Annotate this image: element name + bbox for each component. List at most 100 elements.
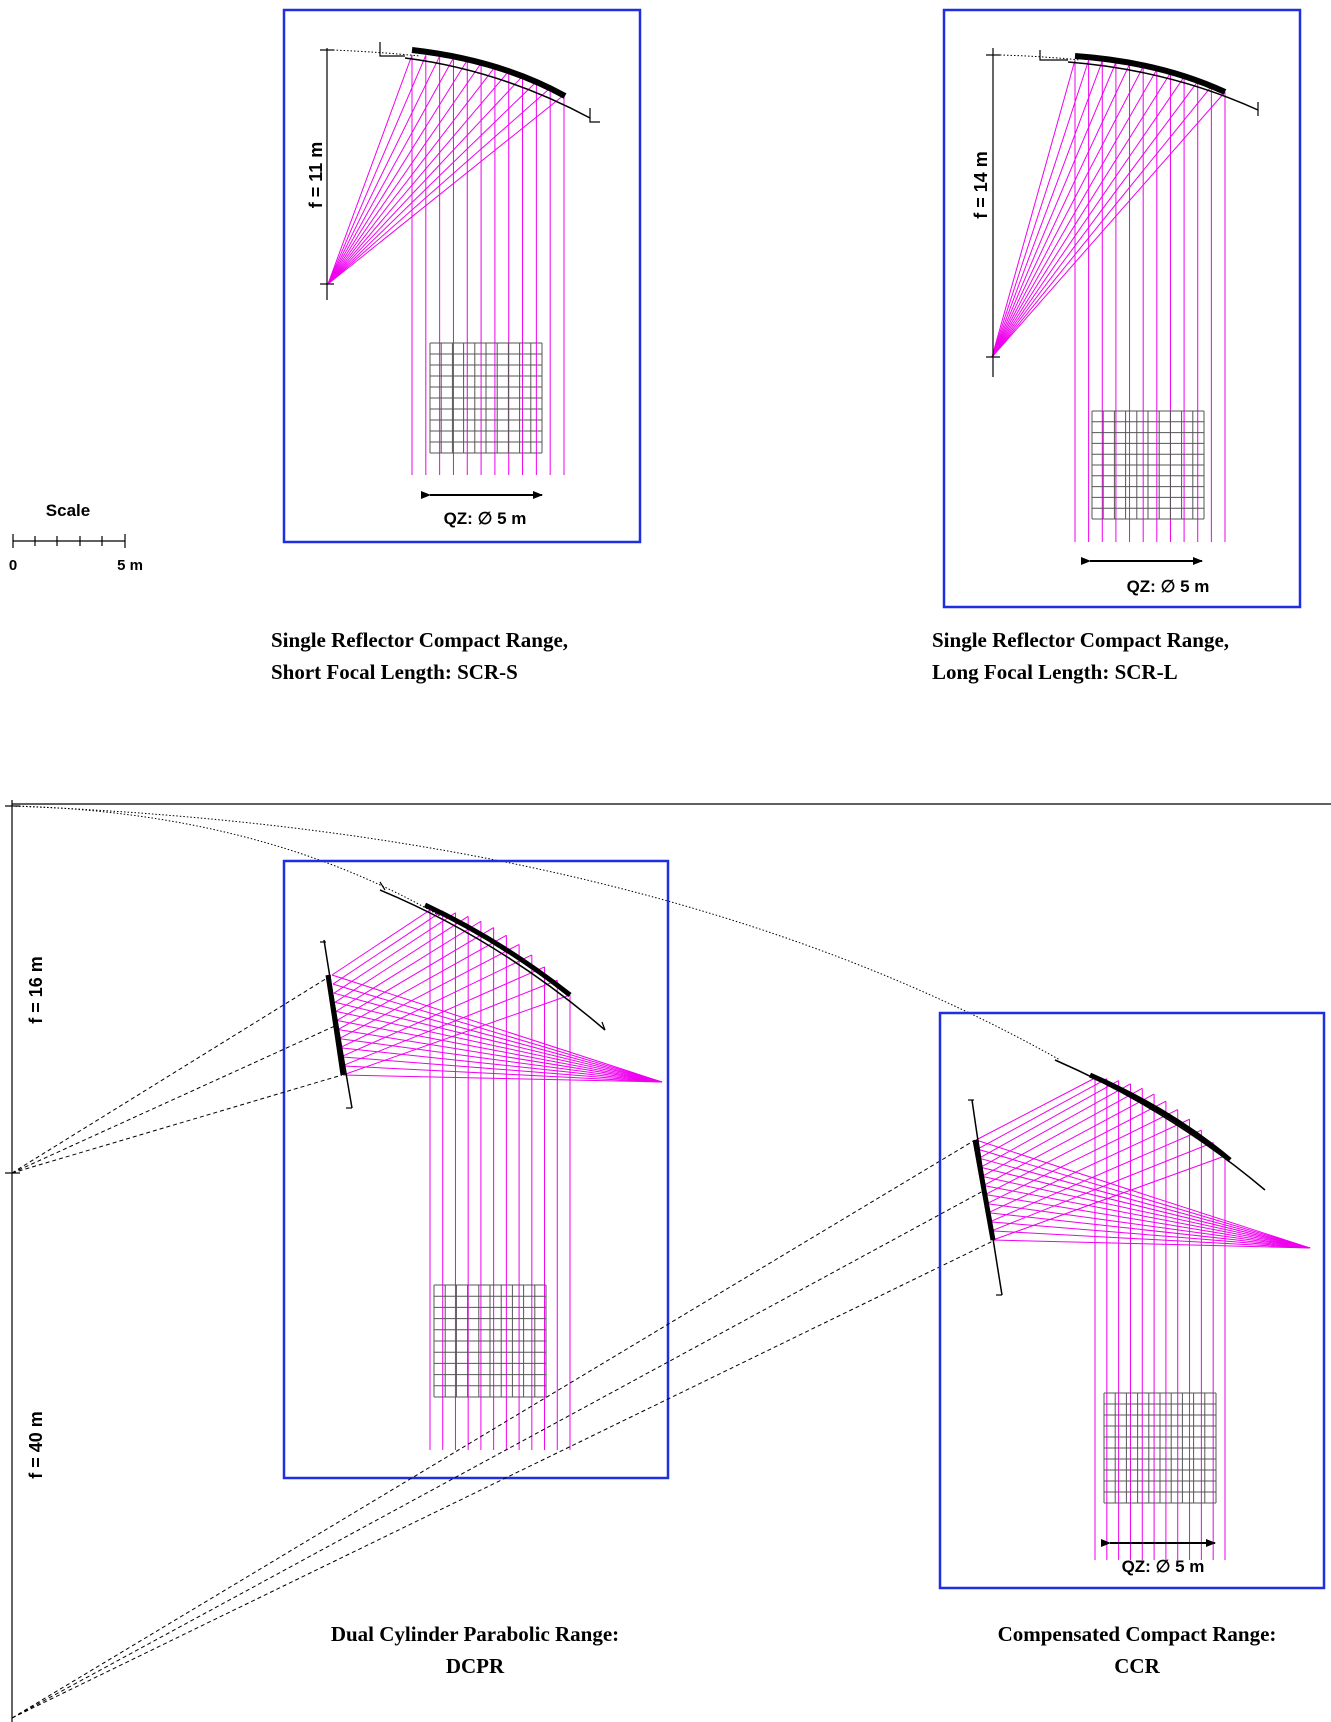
ray-line — [334, 915, 469, 1003]
ray-line — [336, 927, 494, 1021]
scr-s-panel: QZ: ∅ 5 m f = 11 m — [282, 8, 642, 544]
ray-line — [342, 1074, 663, 1083]
ray-line — [983, 1184, 1311, 1249]
ccr-rays — [975, 1077, 1311, 1560]
dcpr-focal-label: f = 16 m — [26, 956, 46, 1024]
dcpr-rays — [331, 909, 663, 1450]
ray-line — [327, 55, 427, 285]
ray-line — [978, 1157, 1311, 1249]
scr-l-panel: QZ: ∅ 5 m f = 14 m — [942, 8, 1302, 609]
ray-line — [331, 909, 431, 976]
ray-line — [981, 1087, 1143, 1177]
ray-line — [332, 910, 444, 985]
ccr-frame — [938, 1011, 1326, 1590]
ray-line — [985, 1194, 1311, 1249]
ray-line — [341, 1065, 663, 1083]
scr-l-caption-line1: Single Reflector Compact Range, — [932, 628, 1229, 652]
dcpr-caption-line1: Dual Cylinder Parabolic Range: — [331, 1622, 619, 1646]
ray-line — [977, 1078, 1108, 1150]
ray-line — [980, 1083, 1131, 1168]
ray-line — [338, 943, 520, 1040]
ray-line — [327, 75, 523, 285]
ray-line — [991, 66, 1144, 358]
dcpr-caption-line2: DCPR — [446, 1654, 505, 1678]
ray-line — [991, 60, 1090, 358]
ray-line — [991, 64, 1130, 358]
ray-line — [988, 1118, 1190, 1214]
scr-s-reflector — [411, 47, 567, 99]
ccr-subreflector — [972, 1139, 996, 1241]
ray-line — [333, 912, 456, 994]
ray-line — [335, 920, 482, 1012]
ccr-qz-label: QZ: ∅ 5 m — [1122, 1557, 1205, 1576]
ray-line — [327, 56, 441, 285]
lower-axes: f = 16 m f = 40 m — [5, 800, 1331, 1722]
scr-s-caption-line1: Single Reflector Compact Range, — [271, 628, 568, 652]
ray-line — [992, 1155, 1226, 1241]
ray-line — [991, 91, 1226, 358]
ray-line — [327, 66, 496, 285]
scale-five-label: 5 m — [117, 557, 143, 574]
ray-line — [334, 1001, 663, 1083]
scr-l-reflector — [1074, 53, 1227, 95]
scr-s-frame — [282, 8, 642, 544]
ray-line — [341, 979, 558, 1067]
ccr-panel: QZ: ∅ 5 m — [938, 1011, 1326, 1590]
dcpr-quiet-zone — [433, 1284, 547, 1398]
ray-line — [337, 934, 507, 1030]
dcpr-panel — [11, 859, 996, 1719]
ray-line — [991, 72, 1171, 358]
ray-line — [339, 1047, 663, 1083]
ray-line — [340, 1056, 663, 1083]
ray-line — [333, 992, 663, 1083]
ray-line — [327, 94, 565, 285]
ray-line — [327, 60, 468, 285]
ray-line — [983, 1093, 1155, 1186]
ray-line — [988, 1212, 1311, 1249]
dcpr-main-reflector — [423, 902, 572, 997]
scr-l-caption-line2: Long Focal Length: SCR-L — [932, 660, 1178, 684]
scr-l-rays — [991, 59, 1226, 542]
ccr-focal-label: f = 40 m — [26, 1411, 46, 1479]
scr-l-qz-label: QZ: ∅ 5 m — [1127, 577, 1210, 596]
scale-label: Scale — [46, 501, 90, 520]
ray-line — [342, 994, 571, 1076]
ray-line — [991, 1230, 1311, 1249]
scr-l-focal-label: f = 14 m — [971, 151, 991, 219]
ray-line — [991, 1141, 1214, 1232]
ray-line — [327, 87, 551, 285]
scale-bar: Scale 0 5 m — [9, 501, 143, 574]
dcpr-frame — [282, 859, 670, 1480]
ray-line — [335, 1010, 663, 1083]
ray-line — [336, 1019, 663, 1083]
scr-s-caption-line2: Short Focal Length: SCR-S — [271, 660, 518, 684]
ray-line — [989, 1129, 1202, 1223]
ray-line — [337, 1029, 663, 1083]
ray-line — [327, 54, 413, 285]
scr-s-focal-label: f = 11 m — [306, 142, 326, 209]
ccr-quiet-zone — [1103, 1392, 1217, 1504]
ray-line — [986, 1109, 1178, 1205]
ray-line — [991, 59, 1076, 358]
ray-line — [992, 1239, 1311, 1249]
ccr-caption-line2: CCR — [1114, 1654, 1160, 1678]
ray-line — [327, 81, 537, 285]
ray-line — [327, 62, 482, 285]
scr-s-qz-label: QZ: ∅ 5 m — [444, 509, 527, 528]
ray-line — [975, 1077, 1096, 1141]
ray-line — [991, 86, 1212, 358]
ray-line — [327, 70, 510, 285]
ray-line — [977, 1148, 1311, 1249]
ray-line — [339, 954, 533, 1049]
ray-line — [989, 1221, 1311, 1249]
scale-zero-label: 0 — [9, 557, 17, 574]
ray-line — [991, 69, 1158, 358]
ccr-main-reflector — [1088, 1072, 1232, 1162]
ray-line — [991, 62, 1117, 358]
ray-line — [985, 1100, 1167, 1195]
scr-l-frame — [942, 8, 1302, 609]
ray-line — [991, 60, 1103, 358]
scr-l-quiet-zone — [1091, 410, 1205, 520]
ray-line — [980, 1166, 1311, 1249]
